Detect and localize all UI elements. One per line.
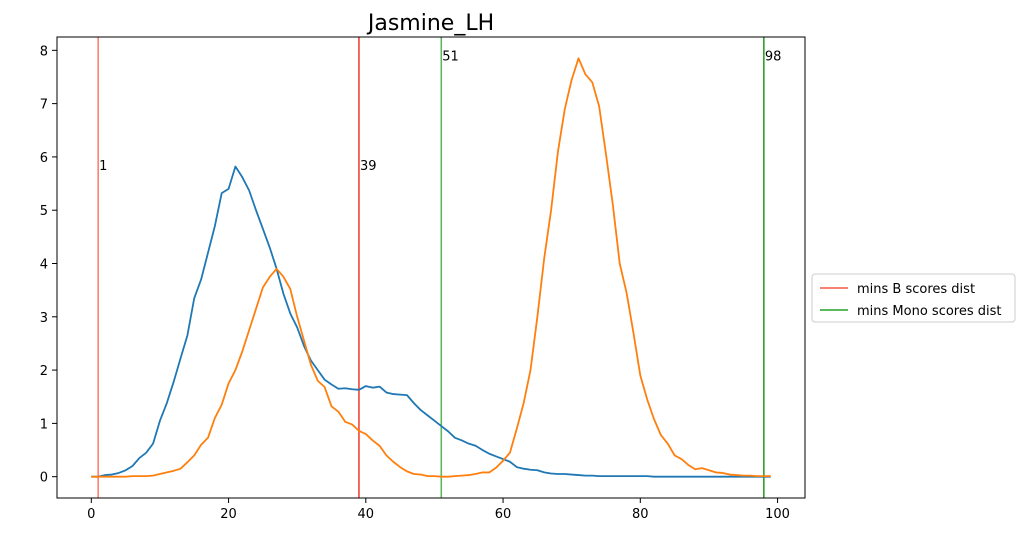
- series-line-1: [91, 165, 771, 478]
- vline-label-39: 39: [360, 159, 377, 174]
- x-tick-label-40: 40: [358, 507, 375, 522]
- y-tick-label-6: 6: [40, 151, 48, 166]
- x-tick-label-0: 0: [87, 507, 95, 522]
- plot-area: 1 39 51 98: [91, 37, 781, 498]
- x-tick-label-100: 100: [765, 507, 790, 522]
- y-tick-label-8: 8: [40, 44, 48, 59]
- x-tick-label-80: 80: [632, 507, 649, 522]
- vline-label-51: 51: [442, 50, 459, 65]
- axes: 0 20 40 60 80 100 0 1 2 3 4 5 6 7 8: [40, 36, 806, 522]
- chart-title: Jasmine_LH: [366, 11, 494, 36]
- legend-label-2: mins Mono scores dist: [857, 304, 1002, 319]
- legend-box: [811, 273, 1016, 323]
- y-tick-label-7: 7: [40, 98, 48, 113]
- y-tick-label-2: 2: [40, 364, 48, 379]
- y-tick-label-0: 0: [40, 471, 48, 486]
- x-tick-label-60: 60: [495, 507, 512, 522]
- legend-label-1: mins B scores dist: [857, 282, 975, 297]
- y-tick-label-5: 5: [40, 204, 48, 219]
- series-line-2: [91, 57, 771, 478]
- y-tick-label-4: 4: [40, 258, 48, 273]
- y-tick-label-1: 1: [40, 417, 48, 432]
- vline-label-98: 98: [765, 50, 782, 65]
- legend: mins B scores dist mins Mono scores dist: [811, 273, 1016, 323]
- plot-frame: [56, 36, 806, 499]
- y-tick-label-3: 3: [40, 311, 48, 326]
- x-tick-label-20: 20: [220, 507, 237, 522]
- vline-label-1: 1: [99, 159, 107, 174]
